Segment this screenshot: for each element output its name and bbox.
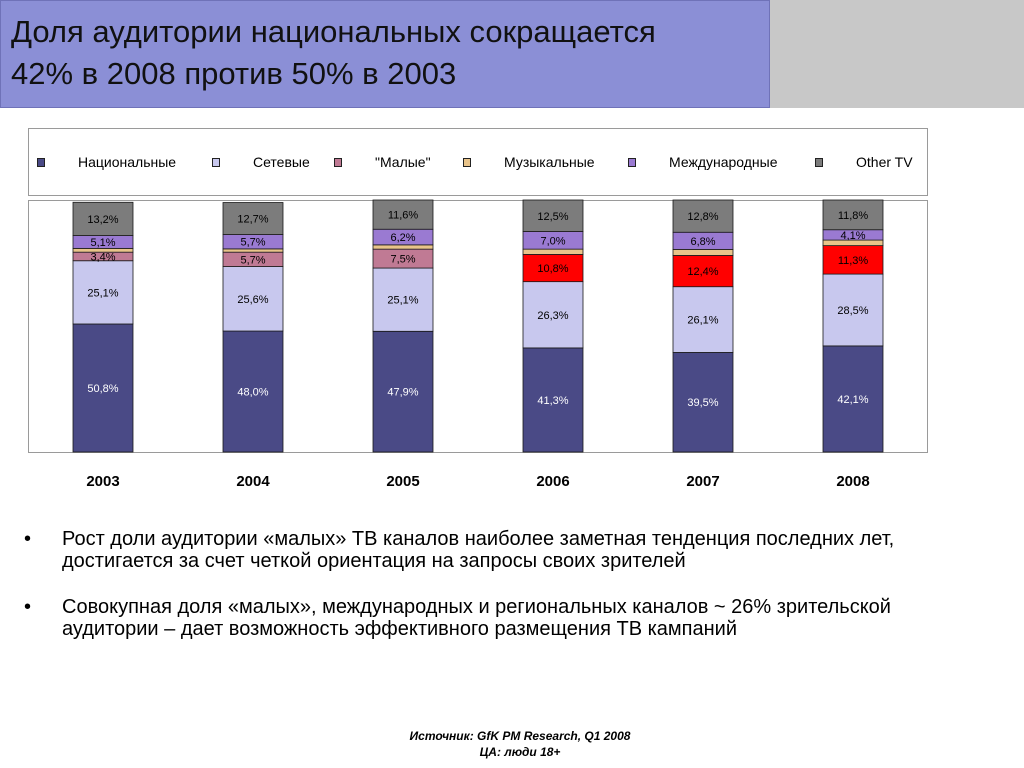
data-label: 25,1% — [87, 287, 118, 299]
data-label: 50,8% — [87, 383, 118, 395]
title-side-panel — [770, 0, 1024, 108]
bar-segment — [672, 352, 734, 453]
source-line: Источник: GfK PM Research, Q1 2008 — [409, 729, 631, 743]
bar-segment — [222, 330, 284, 453]
data-label: 25,1% — [387, 295, 418, 307]
bar-segment — [522, 248, 584, 255]
legend-item-other-tv: Other TV — [815, 154, 913, 170]
bullet-item: Совокупная доля «малых», международных и… — [20, 596, 900, 640]
legend-swatch-network — [212, 157, 220, 167]
data-label: 48,0% — [237, 387, 268, 399]
bar-segment — [72, 260, 134, 325]
bar-segment — [372, 267, 434, 332]
data-label: 26,3% — [537, 310, 568, 322]
data-label: 4,1% — [840, 230, 865, 242]
data-label: 6,8% — [690, 236, 715, 248]
data-label: 11,8% — [838, 210, 869, 222]
legend-swatch-national — [37, 157, 45, 167]
data-label: 5,7% — [240, 254, 265, 266]
x-tick-label: 2005 — [386, 473, 419, 490]
title-band: Доля аудитории национальных сокращается … — [0, 0, 770, 108]
data-label: 25,6% — [237, 294, 268, 306]
legend-item-network: Сетевые — [212, 154, 310, 170]
data-label: 11,3% — [838, 255, 869, 267]
bar-segment — [672, 248, 734, 256]
legend-item-small: "Малые" — [334, 154, 431, 170]
data-label: 13,2% — [87, 214, 118, 226]
data-label: 39,5% — [687, 397, 718, 409]
legend-label-national: Национальные — [78, 154, 177, 170]
bar-segment — [222, 266, 284, 332]
data-label: 7,5% — [390, 254, 415, 266]
slide-title-line2: 42% в 2008 против 50% в 2003 — [11, 56, 457, 91]
legend-label-music: Музыкальные — [504, 154, 595, 170]
x-tick-label: 2006 — [536, 473, 569, 490]
audience-line: ЦА: люди 18+ — [479, 745, 561, 759]
slide-title-line1: Доля аудитории национальных сокращается — [11, 14, 656, 49]
data-label: 47,9% — [387, 387, 418, 399]
data-label: 12,7% — [237, 214, 268, 226]
bar-segment — [672, 255, 734, 288]
x-tick-label: 2007 — [686, 473, 719, 490]
legend-item-national: Национальные — [37, 154, 176, 170]
bar-segment — [72, 323, 134, 453]
x-tick-label: 2004 — [236, 473, 270, 490]
legend-swatch-international — [628, 157, 636, 167]
bar-segment — [672, 199, 734, 233]
slide-title: Доля аудитории национальных сокращается … — [11, 11, 656, 95]
data-label: 5,1% — [90, 237, 115, 249]
data-label: 11,6% — [388, 210, 419, 222]
bar-segment — [822, 199, 884, 231]
bar-segment — [222, 248, 284, 253]
legend-label-network: Сетевые — [253, 154, 310, 170]
bar-segment — [222, 202, 284, 235]
bullet-list: Рост доли аудитории «малых» ТВ каналов н… — [20, 528, 900, 664]
legend-label-other-tv: Other TV — [856, 154, 913, 170]
bar-segment — [372, 330, 434, 453]
chart-legend: Национальные Сетевые "Малые" Музыкальные… — [28, 128, 928, 196]
bar-segment — [522, 254, 584, 283]
data-label: 12,4% — [687, 266, 718, 278]
data-label: 28,5% — [837, 305, 868, 317]
plot-area — [28, 200, 928, 453]
legend-swatch-music — [463, 157, 471, 167]
data-label: 10,8% — [537, 263, 568, 275]
bar-segment — [822, 245, 884, 275]
bar-segment — [522, 281, 584, 349]
legend-label-international: Международные — [669, 154, 778, 170]
data-label: 6,2% — [390, 232, 415, 244]
bar-segment — [372, 199, 434, 230]
legend-item-international: Международные — [628, 154, 778, 170]
data-label: 5,7% — [240, 237, 265, 249]
data-label: 3,4% — [90, 251, 115, 263]
bar-segment — [522, 199, 584, 232]
legend-label-small: "Малые" — [375, 154, 431, 170]
bar-segment — [672, 286, 734, 353]
x-tick-label: 2003 — [86, 473, 119, 490]
bar-segment — [372, 244, 434, 250]
legend-item-music: Музыкальные — [463, 154, 595, 170]
bar-segment — [522, 347, 584, 453]
legend-swatch-small — [334, 157, 342, 167]
data-label: 7,0% — [540, 235, 565, 247]
data-label: 26,1% — [687, 315, 718, 327]
data-label: 42,1% — [837, 394, 868, 406]
legend-swatch-other-tv — [815, 157, 823, 167]
bar-segment — [72, 201, 134, 236]
bullet-item: Рост доли аудитории «малых» ТВ каналов н… — [20, 528, 900, 572]
data-label: 12,5% — [537, 211, 568, 223]
data-label: 41,3% — [537, 395, 568, 407]
data-label: 12,8% — [687, 211, 718, 223]
source-note: Источник: GfK PM Research, Q1 2008 ЦА: л… — [0, 728, 1024, 760]
x-tick-label: 2008 — [836, 473, 869, 490]
stacked-bar-chart: 50,8% 25,1% 3,4% 5,1% 13,2% 2003 48,0% 25,6% 5,7… — [72, 199, 884, 490]
